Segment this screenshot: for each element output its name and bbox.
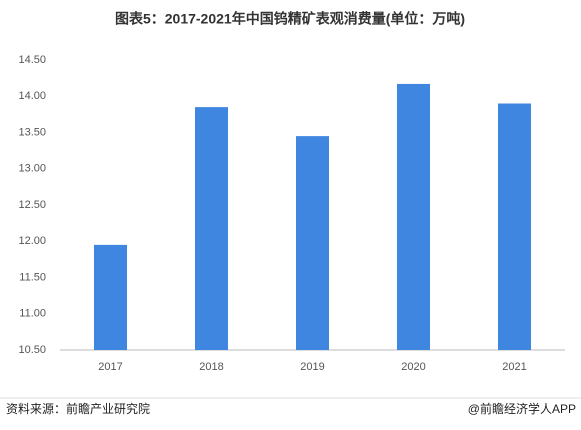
y-tick-label: 14.00 <box>18 90 46 102</box>
bar <box>296 136 329 350</box>
bar <box>397 83 430 351</box>
y-tick-label: 13.50 <box>18 126 46 138</box>
credit: @前瞻经济学人APP <box>468 401 576 416</box>
y-tick-label: 11.00 <box>19 308 46 320</box>
bar <box>498 103 531 350</box>
source: 资料来源：前瞻产业研究院 <box>6 401 150 416</box>
y-tick-label: 11.50 <box>19 271 46 283</box>
chart-title: 图表5：2017-2021年中国钨精矿表观消费量(单位：万吨) <box>115 11 465 27</box>
bar <box>195 107 228 350</box>
y-tick-label: 14.50 <box>18 54 46 66</box>
y-tick-label: 13.00 <box>18 163 46 175</box>
bar <box>94 244 127 350</box>
x-tick-label: 2019 <box>300 361 324 373</box>
y-tick-label: 12.50 <box>18 199 46 211</box>
x-tick-label: 2017 <box>98 361 122 373</box>
x-tick-label: 2021 <box>502 361 526 373</box>
x-tick-label: 2020 <box>401 361 425 373</box>
y-tick-label: 12.00 <box>18 235 46 247</box>
y-tick-label: 10.50 <box>18 344 46 356</box>
x-tick-label: 2018 <box>199 361 223 373</box>
